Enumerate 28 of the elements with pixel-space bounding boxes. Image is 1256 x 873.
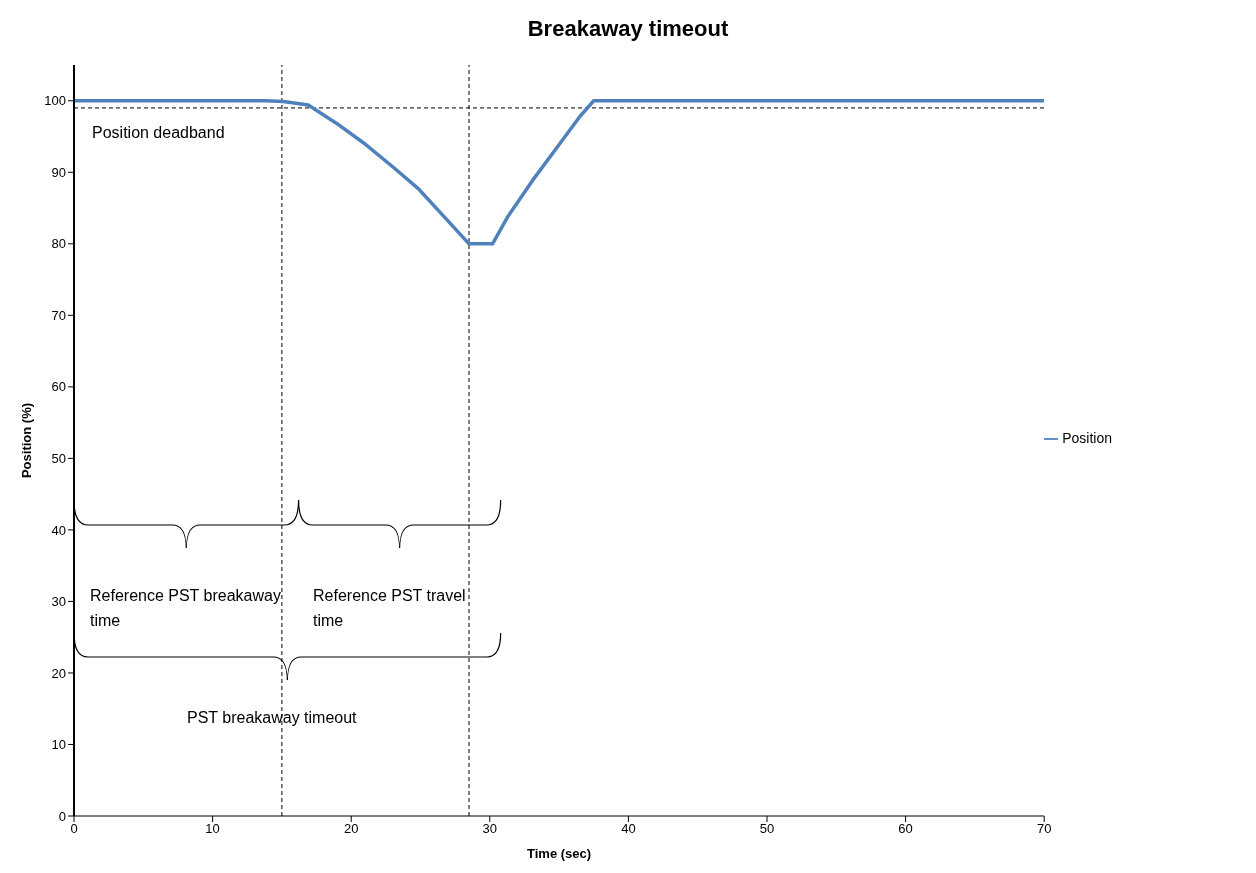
chart-title: Breakaway timeout [526, 16, 730, 42]
x-tick-label: 70 [1036, 821, 1052, 837]
annotation: Reference PST breakaway time [90, 587, 281, 630]
line-series [74, 99, 1045, 246]
y-tick-label: 50 [51, 451, 66, 466]
y-tick-label: 100 [44, 93, 66, 109]
x-tick-label: 50 [759, 821, 775, 837]
annotation: PST breakaway timeout [187, 709, 358, 727]
y-tick-label: 80 [51, 236, 66, 252]
x-tick-label: 20 [343, 821, 359, 837]
y-tick-label: 20 [51, 665, 66, 681]
y-tick-label: 60 [51, 379, 66, 395]
annotation: Reference PST travel time [313, 587, 466, 630]
x-tick-label: 40 [621, 821, 636, 837]
x-tick-label: 30 [482, 821, 498, 837]
y-tick-label: 40 [51, 522, 66, 538]
y-tick-label: 90 [51, 164, 66, 180]
x-tick-label: 60 [898, 821, 913, 837]
x-axis-title: Time (sec) [527, 846, 592, 861]
ref-line-label: Position deadband [92, 123, 225, 141]
legend-label: Position [1062, 429, 1112, 446]
y-tick-label: 70 [51, 307, 66, 323]
y-tick-label: 30 [51, 594, 66, 610]
y-tick-label: 0 [58, 808, 66, 824]
x-tick-label: 10 [205, 821, 220, 837]
y-tick-label: 10 [51, 737, 66, 753]
y-axis-title: Position (%) [18, 402, 34, 479]
x-tick-label: 0 [70, 821, 78, 837]
